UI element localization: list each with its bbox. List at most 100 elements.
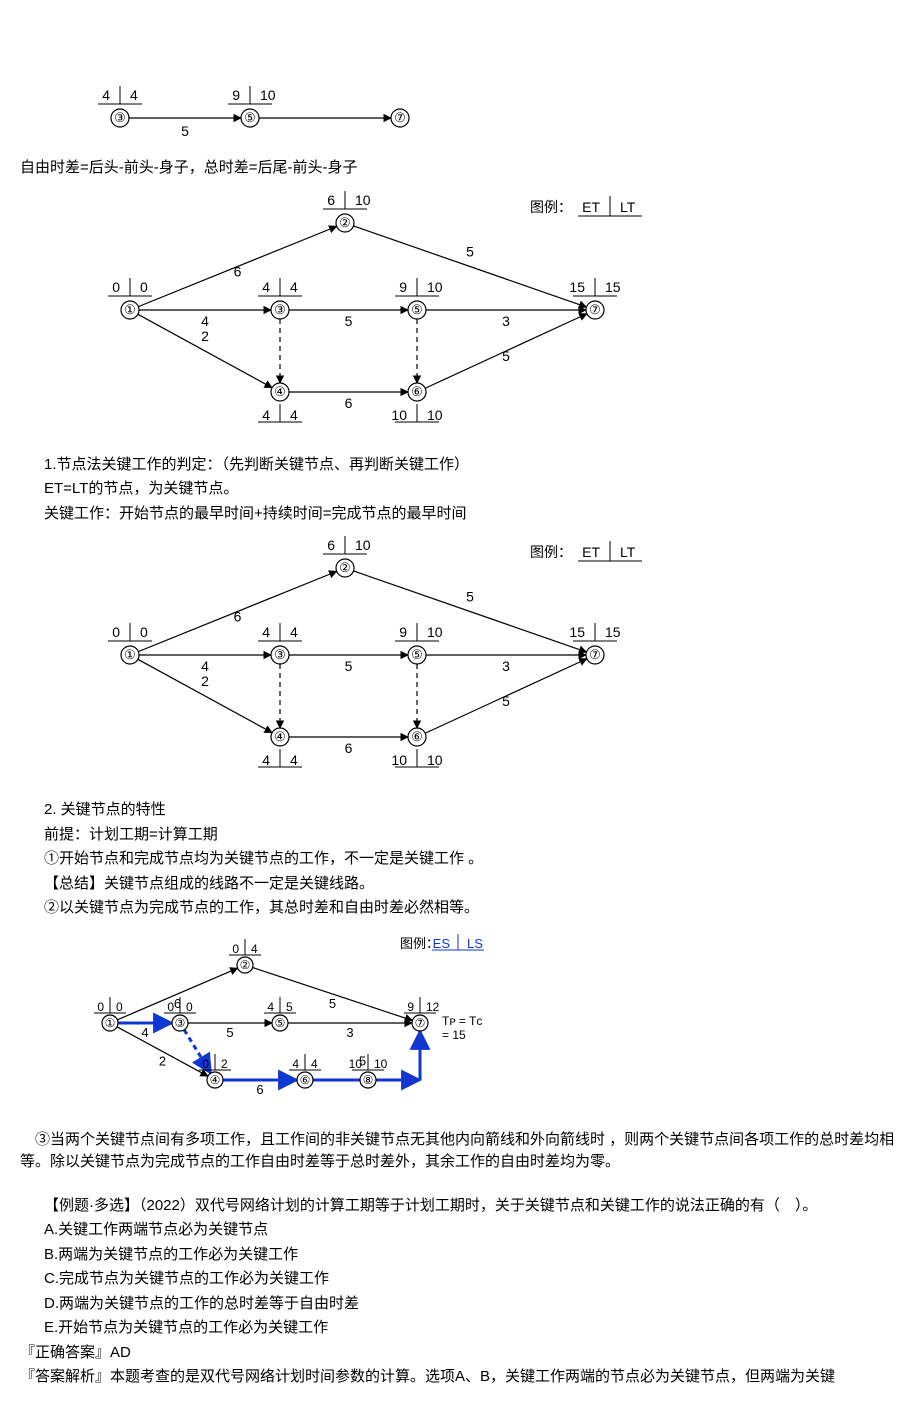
section2-line2: ①开始节点和完成节点均为关键节点的工作，不一定是关键工作 。 <box>44 848 900 871</box>
svg-text:9: 9 <box>399 624 407 640</box>
svg-text:6: 6 <box>256 1082 263 1097</box>
svg-text:⑦: ⑦ <box>589 302 601 317</box>
svg-text:15: 15 <box>605 279 621 295</box>
section1-title: 1.节点法关键工作的判定：（先判断关键节点、再判断关键工作） <box>44 454 900 477</box>
svg-text:2: 2 <box>201 328 209 344</box>
svg-text:3: 3 <box>346 1025 353 1040</box>
svg-text:⑤: ⑤ <box>244 110 256 125</box>
svg-text:4: 4 <box>290 407 298 423</box>
svg-text:5: 5 <box>345 313 353 329</box>
section2-line4: ②以关键节点为完成节点的工作，其总时差和自由时差必然相等。 <box>44 897 900 920</box>
svg-text:10: 10 <box>349 1057 363 1071</box>
section2-line1: 前提：计划工期=计算工期 <box>44 824 900 847</box>
svg-text:⑤: ⑤ <box>411 302 423 317</box>
svg-text:LT: LT <box>620 199 636 215</box>
svg-text:5: 5 <box>345 658 353 674</box>
svg-text:Tᴘ = Tᴄ: Tᴘ = Tᴄ <box>442 1014 482 1028</box>
svg-text:10: 10 <box>427 752 443 768</box>
svg-text:0: 0 <box>112 279 120 295</box>
svg-text:5: 5 <box>466 243 474 259</box>
svg-text:10: 10 <box>374 1057 388 1071</box>
svg-text:4: 4 <box>290 279 298 295</box>
svg-text:图例：: 图例： <box>530 199 572 215</box>
network-diagram-2: 图例：ETLT64255635①00②610③44④44⑤910⑥1010⑦15… <box>20 535 700 785</box>
svg-text:5: 5 <box>466 589 474 605</box>
svg-text:0: 0 <box>112 624 120 640</box>
option-b: B.两端为关键节点的工作必为关键工作 <box>44 1244 900 1267</box>
svg-text:9: 9 <box>232 87 240 103</box>
option-c: C.完成节点为关键节点的工作必为关键工作 <box>44 1268 900 1291</box>
svg-text:3: 3 <box>502 313 510 329</box>
svg-text:4: 4 <box>141 1025 148 1040</box>
svg-text:③: ③ <box>274 302 286 317</box>
section1-line1: ET=LT的节点，为关键节点。 <box>44 478 900 501</box>
svg-text:10: 10 <box>355 537 371 553</box>
svg-text:4: 4 <box>262 624 270 640</box>
svg-text:3: 3 <box>502 658 510 674</box>
svg-text:6: 6 <box>345 395 353 411</box>
fragment-diagram: 5③44⑤910⑦ <box>20 28 440 143</box>
svg-text:10: 10 <box>427 279 443 295</box>
svg-text:⑥: ⑥ <box>411 384 423 399</box>
svg-text:LT: LT <box>620 544 636 560</box>
svg-text:0: 0 <box>116 1000 123 1014</box>
svg-text:10: 10 <box>391 407 407 423</box>
svg-text:②: ② <box>339 560 351 575</box>
svg-text:15: 15 <box>569 279 585 295</box>
svg-text:12: 12 <box>426 1000 440 1014</box>
svg-text:4: 4 <box>292 1057 299 1071</box>
svg-text:5: 5 <box>181 123 189 139</box>
option-e: E.开始节点为关键节点的工作必为关键工作 <box>44 1317 900 1340</box>
svg-text:③: ③ <box>114 110 126 125</box>
svg-text:①: ① <box>124 647 136 662</box>
option-a: A.关键工作两端节点必为关键节点 <box>44 1219 900 1242</box>
svg-text:③: ③ <box>175 1016 186 1030</box>
svg-text:4: 4 <box>311 1057 318 1071</box>
svg-text:4: 4 <box>267 1000 274 1014</box>
svg-text:10: 10 <box>355 192 371 208</box>
svg-text:③: ③ <box>274 647 286 662</box>
svg-text:2: 2 <box>159 1053 166 1068</box>
svg-text:①: ① <box>105 1016 116 1030</box>
formula-text: 自由时差=后头-前头-身子，总时差=后尾-前头-身子 <box>20 157 900 180</box>
svg-text:5: 5 <box>226 1025 233 1040</box>
svg-text:0: 0 <box>186 1000 193 1014</box>
section1-line2: 关键工作：开始节点的最早时间+持续时间=完成节点的最早时间 <box>44 503 900 526</box>
svg-text:4: 4 <box>201 313 209 329</box>
svg-text:0: 0 <box>140 279 148 295</box>
svg-text:④: ④ <box>274 384 286 399</box>
svg-text:10: 10 <box>427 624 443 640</box>
svg-text:0: 0 <box>97 1000 104 1014</box>
svg-text:①: ① <box>124 302 136 317</box>
svg-text:4: 4 <box>290 624 298 640</box>
svg-text:6: 6 <box>345 740 353 756</box>
svg-text:⑤: ⑤ <box>275 1016 286 1030</box>
svg-text:6: 6 <box>327 537 335 553</box>
section2-line3: 【总结】关键节点组成的线路不一定是关键线路。 <box>44 873 900 896</box>
svg-text:⑦: ⑦ <box>394 110 406 125</box>
svg-text:4: 4 <box>262 407 270 423</box>
question-stem: 【例题·多选】（2022）双代号网络计划的计算工期等于计划工期时，关于关键节点和… <box>44 1195 900 1218</box>
svg-text:ET: ET <box>582 199 600 215</box>
critical-path-diagram: 图例：ESLS64255365①00②04③00④02⑤45⑥44⑦912⑧10… <box>20 930 490 1115</box>
svg-text:0: 0 <box>232 942 239 956</box>
svg-text:LS: LS <box>467 936 483 951</box>
svg-text:⑤: ⑤ <box>411 647 423 662</box>
svg-text:⑧: ⑧ <box>363 1073 374 1087</box>
svg-text:④: ④ <box>274 729 286 744</box>
svg-text:4: 4 <box>262 279 270 295</box>
svg-text:10: 10 <box>391 752 407 768</box>
svg-text:0: 0 <box>167 1000 174 1014</box>
svg-text:6: 6 <box>327 192 335 208</box>
analysis: 『答案解析』本题考查的是双代号网络计划时间参数的计算。选项A、B，关键工作两端的… <box>20 1366 900 1389</box>
svg-text:9: 9 <box>399 279 407 295</box>
svg-text:图例：: 图例： <box>530 544 572 560</box>
answer-label: 『正确答案』AD <box>20 1342 900 1365</box>
svg-text:= 15: = 15 <box>442 1028 466 1042</box>
svg-text:15: 15 <box>569 624 585 640</box>
svg-text:5: 5 <box>329 996 336 1011</box>
svg-text:5: 5 <box>286 1000 293 1014</box>
svg-text:0: 0 <box>140 624 148 640</box>
network-diagram-1: 图例：ETLT64255635①00②610③44④44⑤910⑥1010⑦15… <box>20 190 700 440</box>
svg-text:⑦: ⑦ <box>415 1016 426 1030</box>
